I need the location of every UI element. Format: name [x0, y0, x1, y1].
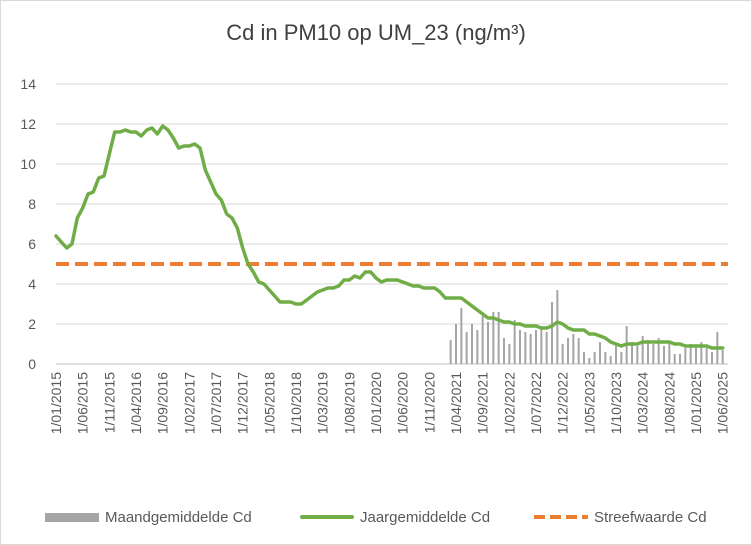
x-tick-label: 1/02/2017	[181, 372, 197, 434]
x-tick-label: 1/01/2015	[48, 372, 64, 434]
bar-maandgemiddelde	[652, 344, 655, 364]
bar-maandgemiddelde	[657, 338, 660, 364]
bar-maandgemiddelde	[561, 344, 564, 364]
x-tick-label: 1/09/2016	[155, 372, 171, 434]
bar-maandgemiddelde	[721, 350, 724, 364]
bar-maandgemiddelde	[572, 334, 575, 364]
bar-maandgemiddelde	[695, 346, 697, 364]
bar-maandgemiddelde	[556, 290, 559, 364]
x-tick-label: 1/01/2020	[368, 372, 384, 434]
bar-maandgemiddelde	[593, 352, 596, 364]
bar-maandgemiddelde	[503, 338, 505, 364]
bar-maandgemiddelde	[700, 342, 703, 364]
bar-maandgemiddelde	[711, 352, 713, 364]
x-tick-label: 1/09/2021	[475, 372, 491, 434]
x-tick-label: 1/06/2025	[715, 372, 731, 434]
x-tick-label: 1/03/2019	[315, 372, 331, 434]
bar-maandgemiddelde	[615, 344, 617, 364]
legend-item-jaargemiddelde: Jaargemiddelde Cd	[300, 505, 490, 529]
bar-maandgemiddelde	[497, 312, 500, 364]
bar-maandgemiddelde	[545, 332, 548, 364]
bar-maandgemiddelde	[487, 322, 489, 364]
bar-maandgemiddelde	[449, 340, 452, 364]
line-jaargemiddelde	[54, 124, 725, 350]
bar-maandgemiddelde	[583, 352, 585, 364]
x-tick-label: 1/06/2020	[395, 372, 411, 434]
bar-maandgemiddelde	[636, 346, 639, 364]
bar-maandgemiddelde	[529, 334, 532, 364]
legend-swatch-dashed	[534, 515, 588, 519]
y-tick-label: 2	[28, 316, 36, 332]
legend-label-jaargemiddelde: Jaargemiddelde Cd	[360, 508, 491, 526]
bar-maandgemiddelde	[524, 332, 527, 364]
x-tick-label: 1/07/2017	[208, 372, 224, 434]
x-tick-label: 1/04/2021	[448, 372, 464, 434]
chart-title: Cd in PM10 op UM_23 (ng/m³)	[226, 20, 526, 45]
y-tick-label: 14	[20, 76, 36, 92]
bar-maandgemiddelde	[588, 358, 591, 364]
bar-maandgemiddelde	[577, 338, 580, 364]
x-tick-label: 1/11/2020	[421, 372, 437, 433]
legend-item-maandgemiddelde: Maandgemiddelde Cd	[45, 505, 252, 529]
bar-maandgemiddelde	[460, 308, 463, 364]
legend-swatch-line	[300, 515, 354, 519]
bar-maandgemiddelde	[535, 330, 537, 364]
x-tick-label: 1/06/2015	[75, 372, 91, 434]
bar-maandgemiddelde	[631, 342, 633, 364]
bar-maandgemiddelde	[519, 330, 521, 364]
bar-maandgemiddelde	[476, 330, 479, 364]
bar-maandgemiddelde	[705, 348, 708, 364]
x-tick-label: 1/03/2024	[635, 372, 651, 434]
bar-maandgemiddelde	[455, 324, 457, 364]
x-tick-label: 1/10/2023	[608, 372, 624, 434]
bar-maandgemiddelde	[689, 344, 692, 364]
x-tick-label: 1/08/2024	[661, 372, 677, 434]
y-tick-label: 6	[28, 236, 36, 252]
y-tick-label: 12	[20, 116, 36, 132]
legend-item-streefwaarde: Streefwaarde Cd	[534, 505, 707, 529]
bar-maandgemiddelde	[471, 324, 473, 364]
bar-maandgemiddelde	[481, 316, 484, 364]
bar-maandgemiddelde	[647, 340, 649, 364]
x-tick-label: 1/12/2022	[555, 372, 571, 434]
y-tick-label: 8	[28, 196, 36, 212]
bar-maandgemiddelde	[508, 344, 511, 364]
x-tick-label: 1/01/2025	[688, 372, 704, 434]
bar-maandgemiddelde	[513, 320, 516, 364]
bar-maandgemiddelde	[684, 348, 687, 364]
x-tick-label: 1/08/2019	[341, 372, 357, 434]
bar-maandgemiddelde	[599, 342, 601, 364]
legend-label-maandgemiddelde: Maandgemiddelde Cd	[105, 508, 252, 526]
bar-maandgemiddelde	[540, 328, 543, 364]
x-tick-label: 1/10/2018	[288, 372, 304, 434]
y-tick-label: 4	[28, 276, 36, 292]
legend-swatch-bar	[45, 512, 99, 522]
x-tick-label: 1/07/2022	[528, 372, 544, 434]
bar-maandgemiddelde	[492, 312, 495, 364]
x-tick-label: 1/05/2023	[581, 372, 597, 434]
bar-maandgemiddelde	[620, 352, 623, 364]
x-tick-label: 1/12/2017	[235, 372, 251, 434]
x-tick-label: 1/05/2018	[261, 372, 277, 434]
bar-maandgemiddelde	[663, 346, 665, 364]
bar-maandgemiddelde	[465, 332, 468, 364]
x-tick-label: 1/11/2015	[101, 372, 117, 433]
bar-maandgemiddelde	[567, 338, 569, 364]
bar-maandgemiddelde	[609, 356, 612, 364]
bar-maandgemiddelde	[641, 336, 644, 364]
bar-maandgemiddelde	[668, 342, 671, 364]
x-tick-label: 1/02/2022	[501, 372, 517, 434]
x-tick-label: 1/04/2016	[128, 372, 144, 434]
bar-maandgemiddelde	[673, 354, 676, 364]
bar-maandgemiddelde	[551, 302, 553, 364]
bar-maandgemiddelde	[679, 354, 681, 364]
y-tick-label: 0	[28, 356, 36, 372]
legend: Maandgemiddelde Cd Jaargemiddelde Cd Str…	[0, 505, 752, 529]
y-tick-label: 10	[20, 156, 36, 172]
bar-maandgemiddelde	[604, 352, 607, 364]
legend-label-streefwaarde: Streefwaarde Cd	[594, 508, 707, 526]
